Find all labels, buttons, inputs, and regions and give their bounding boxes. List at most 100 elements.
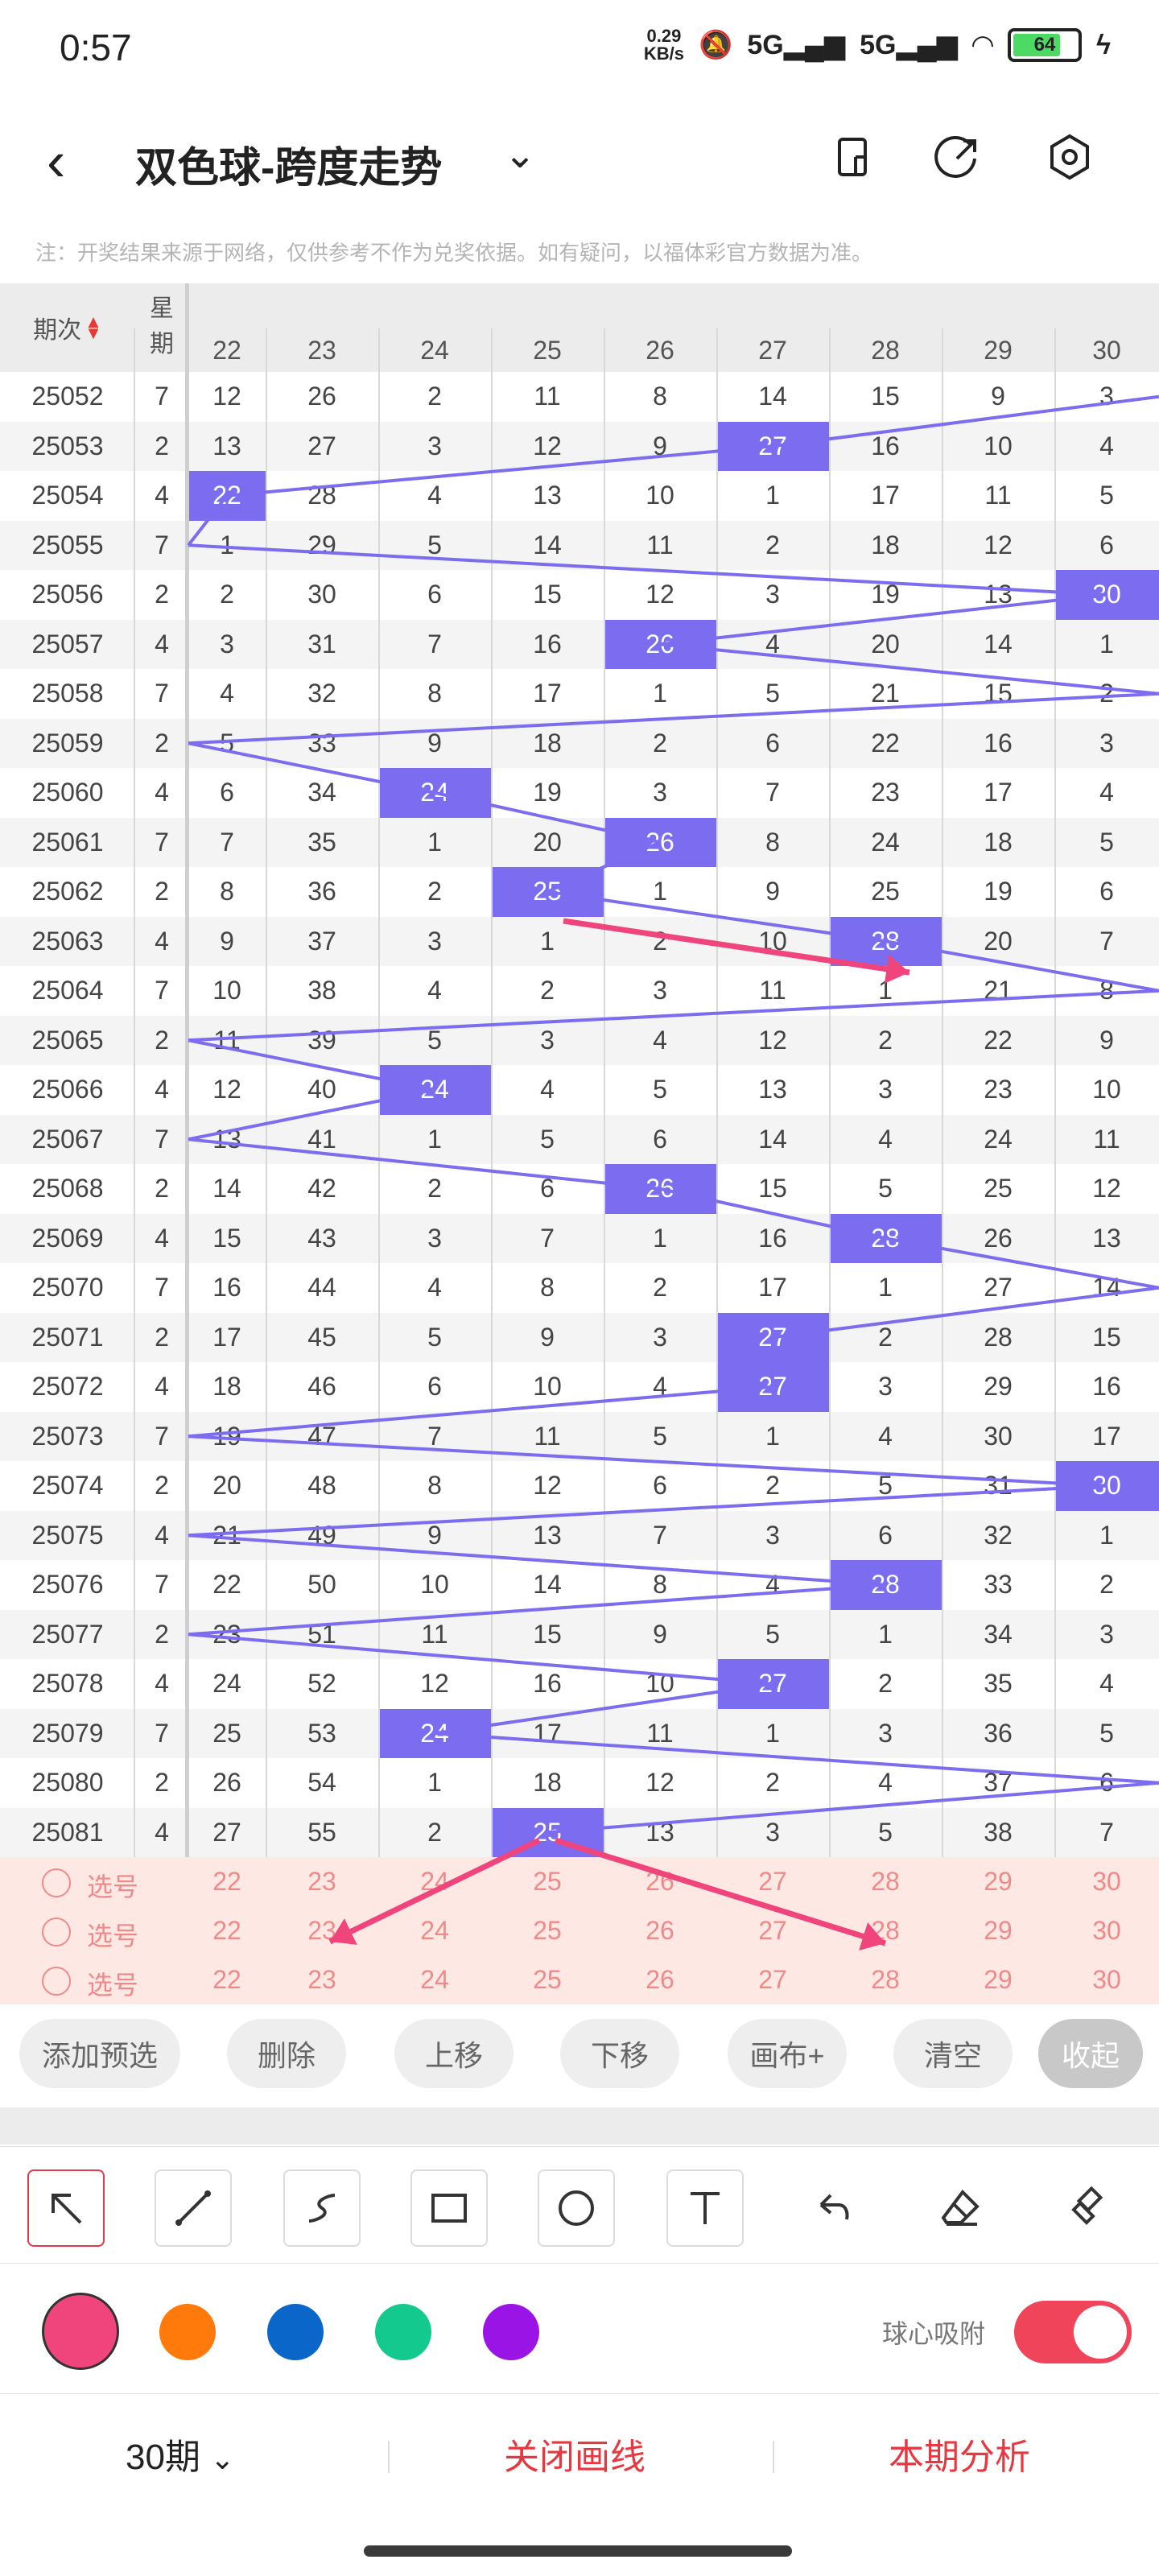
span-cell[interactable]: 3	[653, 976, 667, 1005]
move-down-button[interactable]: 下移	[560, 2019, 679, 2088]
span-cell[interactable]: 40	[307, 1075, 336, 1104]
span-cell[interactable]: 33	[307, 728, 336, 758]
span-cell[interactable]: 2	[427, 382, 442, 411]
span-cell[interactable]: 9	[220, 926, 234, 956]
span-hit-cell[interactable]: 26	[604, 619, 716, 669]
span-cell[interactable]: 2	[540, 976, 555, 1005]
span-cell[interactable]: 4	[1099, 431, 1114, 460]
span-cell[interactable]: 37	[984, 1768, 1013, 1798]
span-cell[interactable]: 4	[653, 1025, 667, 1055]
span-cell[interactable]: 22	[212, 1570, 241, 1600]
span-cell[interactable]: 17	[984, 778, 1013, 807]
span-cell[interactable]: 2	[427, 1817, 442, 1847]
span-cell[interactable]: 17	[871, 481, 900, 510]
span-cell[interactable]: 1	[1099, 1520, 1114, 1550]
span-cell[interactable]: 26	[307, 382, 336, 411]
delete-button[interactable]: 删除	[227, 2019, 346, 2088]
span-cell[interactable]: 39	[307, 1025, 336, 1055]
span-cell[interactable]: 9	[427, 728, 442, 758]
span-cell[interactable]: 26	[212, 1768, 241, 1798]
span-cell[interactable]: 11	[213, 1025, 241, 1055]
span-cell[interactable]: 1	[765, 1718, 780, 1748]
span-cell[interactable]: 46	[307, 1372, 336, 1402]
span-hit-cell[interactable]: 22	[188, 471, 266, 521]
eraser-icon[interactable]	[922, 2169, 1000, 2247]
share-icon[interactable]	[929, 127, 988, 187]
span-cell[interactable]: 6	[878, 1520, 893, 1550]
span-hit-cell[interactable]: 27	[716, 421, 829, 471]
span-cell[interactable]: 42	[307, 1174, 336, 1203]
span-cell[interactable]: 5	[653, 1075, 667, 1104]
span-cell[interactable]: 10	[1092, 1075, 1121, 1104]
span-cell[interactable]: 3	[1099, 1619, 1114, 1649]
span-cell[interactable]: 36	[307, 877, 336, 906]
span-cell[interactable]: 5	[1099, 1718, 1114, 1748]
span-cell[interactable]: 5	[878, 1471, 893, 1501]
span-hit-cell[interactable]: 24	[378, 768, 491, 818]
span-cell[interactable]: 1	[653, 679, 667, 708]
span-cell[interactable]: 5	[427, 530, 442, 559]
span-cell[interactable]: 5	[878, 1174, 893, 1203]
close-lines-button[interactable]: 关闭画线	[504, 2438, 645, 2477]
span-cell[interactable]: 12	[212, 1075, 241, 1104]
circle-icon[interactable]	[538, 2169, 615, 2247]
span-cell[interactable]: 50	[307, 1570, 336, 1600]
picker-number[interactable]: 28	[871, 1916, 900, 1945]
span-cell[interactable]: 5	[878, 1817, 893, 1847]
span-cell[interactable]: 16	[871, 431, 900, 460]
span-cell[interactable]: 3	[427, 431, 442, 460]
span-cell[interactable]: 23	[871, 778, 900, 807]
span-cell[interactable]: 18	[871, 530, 900, 559]
span-cell[interactable]: 3	[878, 1372, 893, 1402]
span-cell[interactable]: 1	[540, 926, 555, 956]
picker-number[interactable]: 27	[758, 1916, 787, 1945]
span-cell[interactable]: 7	[220, 827, 234, 857]
span-cell[interactable]: 5	[653, 1421, 667, 1451]
span-cell[interactable]: 41	[307, 1124, 336, 1154]
color-swatch-blue[interactable]	[267, 2304, 324, 2360]
span-cell[interactable]: 14	[212, 1174, 241, 1203]
picker-number[interactable]: 27	[758, 1867, 787, 1896]
span-cell[interactable]: 1	[220, 530, 234, 559]
span-cell[interactable]: 51	[307, 1619, 336, 1649]
span-cell[interactable]: 10	[533, 1372, 562, 1402]
span-cell[interactable]: 10	[984, 431, 1013, 460]
span-cell[interactable]: 2	[765, 530, 780, 559]
span-cell[interactable]: 3	[427, 926, 442, 956]
span-cell[interactable]: 4	[653, 1372, 667, 1402]
page-title[interactable]: 双色球-跨度走势	[135, 145, 443, 192]
add-preselect-button[interactable]: 添加预选	[19, 2019, 180, 2088]
span-cell[interactable]: 18	[533, 728, 562, 758]
picker-number[interactable]: 27	[758, 1965, 787, 1994]
span-cell[interactable]: 18	[533, 1768, 562, 1798]
span-hit-cell[interactable]: 27	[716, 1659, 829, 1709]
span-hit-cell[interactable]: 28	[829, 916, 942, 966]
picker-number[interactable]: 24	[420, 1965, 449, 1994]
span-cell[interactable]: 16	[212, 1273, 241, 1302]
span-cell[interactable]: 4	[765, 1570, 780, 1600]
span-cell[interactable]: 5	[427, 1025, 442, 1055]
span-cell[interactable]: 27	[307, 431, 336, 460]
picker-number[interactable]: 29	[984, 1867, 1013, 1896]
span-cell[interactable]: 4	[765, 629, 780, 658]
span-cell[interactable]: 4	[220, 679, 234, 708]
span-cell[interactable]: 17	[1092, 1421, 1121, 1451]
span-cell[interactable]: 1	[878, 1619, 893, 1649]
span-cell[interactable]: 31	[984, 1471, 1013, 1501]
span-hit-cell[interactable]: 24	[378, 1708, 491, 1758]
span-cell[interactable]: 16	[1092, 1372, 1121, 1402]
chevron-down-icon[interactable]: ⌄	[504, 134, 537, 176]
span-cell[interactable]: 9	[765, 877, 780, 906]
span-cell[interactable]: 17	[533, 1718, 562, 1748]
span-cell[interactable]: 33	[984, 1570, 1013, 1600]
span-cell[interactable]: 8	[427, 679, 442, 708]
span-cell[interactable]: 14	[533, 1570, 562, 1600]
picker-number[interactable]: 23	[307, 1916, 336, 1945]
picker-number[interactable]: 29	[984, 1916, 1013, 1945]
picker-number[interactable]: 30	[1092, 1965, 1121, 1994]
span-cell[interactable]: 28	[307, 481, 336, 510]
span-cell[interactable]: 9	[1099, 1025, 1114, 1055]
span-cell[interactable]: 23	[984, 1075, 1013, 1104]
span-cell[interactable]: 5	[1099, 827, 1114, 857]
span-cell[interactable]: 15	[533, 1619, 562, 1649]
